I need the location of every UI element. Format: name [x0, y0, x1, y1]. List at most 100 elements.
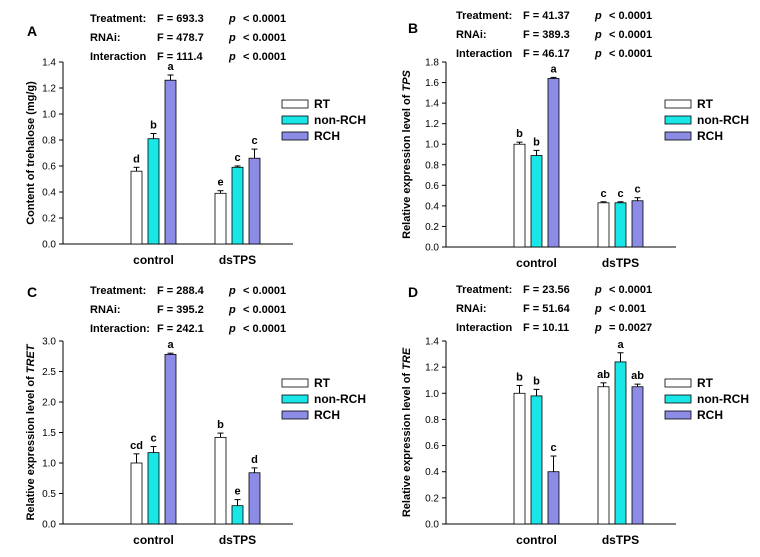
y-tick-label: 0.8 [425, 415, 439, 426]
y-tick-label: 0.2 [425, 493, 439, 504]
stat-label: Interaction [90, 51, 147, 63]
panel-c: C Treatment: F = 288.4 p < 0.0001 RNAi: F = 39… [25, 284, 366, 547]
stat-f-value: F = 111.4 [157, 51, 203, 63]
bar-non-rch [147, 452, 160, 525]
stat-p-symbol: p [594, 48, 602, 60]
stat-f-value: F = 693.3 [157, 13, 204, 25]
stat-p-symbol: p [228, 323, 236, 335]
stat-f-value: F = 288.4 [157, 285, 205, 297]
stat-f-value: F = 242.1 [157, 323, 204, 335]
significance-letter: c [634, 184, 640, 196]
legend-label: non-RCH [314, 113, 366, 127]
bar-rch [248, 472, 261, 525]
significance-letter: e [217, 177, 223, 189]
significance-letter: b [150, 120, 157, 132]
y-axis-label-part: Relative expression level of [401, 370, 413, 517]
y-tick-label: 1.0 [425, 389, 439, 400]
y-tick-label: 0.0 [425, 520, 439, 531]
stat-p-symbol: p [594, 322, 602, 334]
stat-p-symbol: p [228, 32, 236, 44]
significance-letter: d [251, 454, 258, 466]
significance-letter: a [167, 61, 174, 73]
stat-p-symbol: p [594, 284, 602, 296]
legend-swatch-rt [281, 99, 309, 109]
stat-f-value: F = 395.2 [157, 304, 204, 316]
bar-non-rch [614, 202, 627, 248]
panel-a: A Treatment: F = 693.3 p < 0.0001 RNAi: F = 47… [25, 13, 366, 267]
panel-label: A [27, 23, 37, 39]
legend-label: RCH [314, 408, 340, 422]
stat-label: RNAi: [90, 32, 121, 44]
x-category-label: dsTPS [602, 533, 639, 547]
stat-p-value: < 0.0001 [609, 29, 652, 41]
legend-swatch-non-rch [664, 394, 692, 404]
significance-letter: c [550, 442, 556, 454]
y-tick-label: 1.2 [425, 119, 439, 130]
bar-rt [513, 392, 526, 525]
bar-rt [130, 170, 143, 245]
significance-letter: c [617, 188, 623, 200]
bar-rch [164, 354, 177, 525]
y-tick-label: 1.0 [42, 110, 56, 121]
y-axis-label-part: TPS [401, 69, 413, 91]
legend-label: RT [314, 376, 331, 390]
bar-rch [631, 200, 644, 248]
legend-label: non-RCH [314, 392, 366, 406]
stat-p-symbol: p [594, 29, 602, 41]
legend-swatch-non-rch [281, 115, 309, 125]
legend-swatch-rt [664, 378, 692, 388]
bar-non-rch [147, 138, 160, 245]
x-category-label: control [133, 533, 174, 547]
stat-f-value: F = 478.7 [157, 32, 204, 44]
y-tick-label: 1.4 [425, 337, 439, 348]
stat-f-value: F = 389.3 [523, 29, 570, 41]
significance-letter: b [217, 419, 224, 431]
panel-label: B [408, 20, 418, 36]
significance-letter: a [550, 63, 557, 75]
legend-swatch-rch [664, 410, 692, 420]
bar-non-rch [231, 166, 244, 245]
stat-p-symbol: p [228, 13, 236, 25]
y-axis-label-part: TRE [401, 347, 413, 370]
y-tick-label: 0.2 [42, 214, 56, 225]
stat-p-value: < 0.0001 [609, 10, 652, 22]
y-tick-label: 1.0 [425, 140, 439, 151]
significance-letter: a [167, 339, 174, 351]
x-category-label: control [516, 256, 557, 270]
y-axis-label-part: Content of trehalose (mg/g) [25, 81, 37, 225]
bar-rch [547, 471, 560, 525]
significance-letter: ab [631, 370, 644, 382]
legend-swatch-rch [281, 131, 309, 141]
stat-label: Interaction [456, 48, 513, 60]
y-tick-label: 0.0 [42, 240, 56, 251]
panel-d: D Treatment: F = 23.56 p < 0.0001 RNAi: F = 51… [401, 284, 749, 547]
significance-letter: e [234, 486, 240, 498]
legend-label: RT [314, 97, 331, 111]
y-tick-label: 1.8 [425, 58, 439, 69]
significance-letter: c [251, 135, 257, 147]
legend-swatch-rt [664, 99, 692, 109]
y-tick-label: 0.4 [42, 188, 56, 199]
y-tick-label: 0.4 [425, 467, 439, 478]
bar-rch [631, 386, 644, 525]
legend-swatch-rch [664, 131, 692, 141]
stat-label: RNAi: [456, 303, 487, 315]
stat-p-symbol: p [594, 10, 602, 22]
y-tick-label: 0.0 [42, 520, 56, 531]
legend-label: RCH [697, 408, 723, 422]
stat-p-symbol: p [228, 51, 236, 63]
significance-letter: c [600, 188, 606, 200]
y-tick-label: 1.4 [42, 58, 56, 69]
significance-letter: cd [130, 440, 143, 452]
significance-letter: c [150, 433, 156, 445]
bar-rt [597, 386, 610, 525]
legend-label: RCH [314, 129, 340, 143]
significance-letter: b [516, 128, 523, 140]
stat-p-value: < 0.0001 [243, 32, 286, 44]
y-tick-label: 0.2 [425, 222, 439, 233]
y-tick-label: 0.6 [42, 162, 56, 173]
stat-p-value: < 0.001 [609, 303, 646, 315]
panel-label: C [27, 284, 37, 300]
y-axis-label: Relative expression level of TRET [25, 343, 37, 520]
